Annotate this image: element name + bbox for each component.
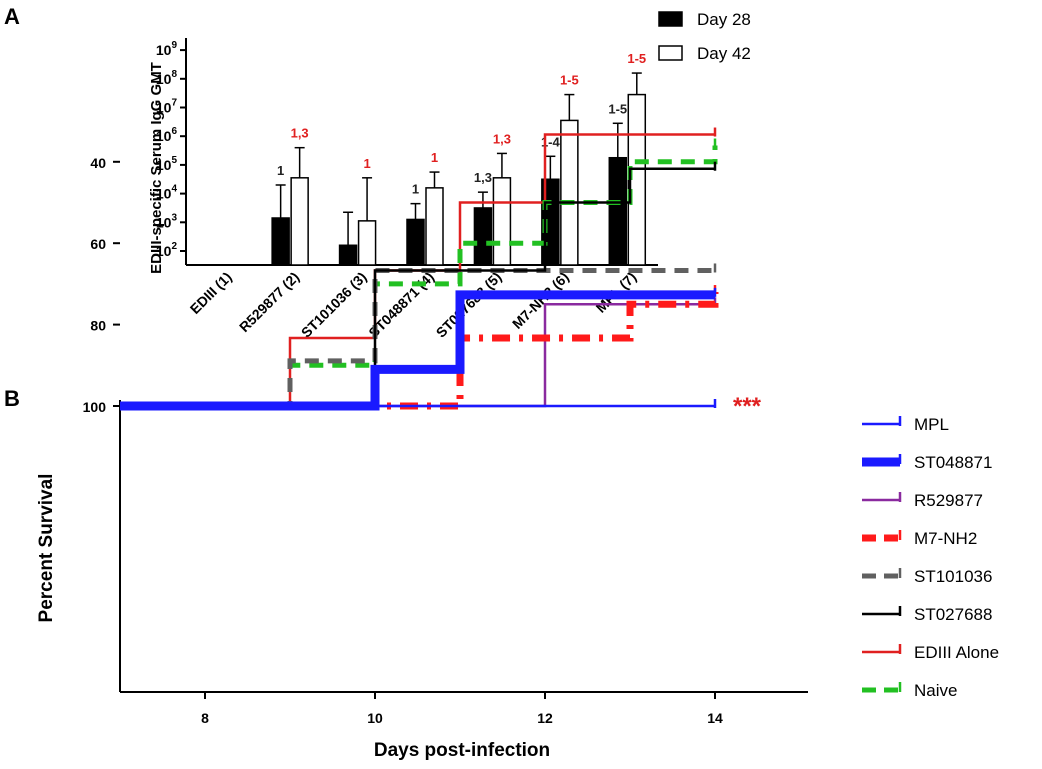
y-tick-exponent: 3 xyxy=(171,212,177,223)
bar-day-28 xyxy=(473,207,493,266)
y-tick-exponent: 4 xyxy=(171,184,177,195)
y-tick-label: 80 xyxy=(90,318,106,334)
y-tick-exponent: 6 xyxy=(171,126,177,137)
panel-a-legend: Day 28 Day 42 xyxy=(658,10,751,63)
y-tick-label: 60 xyxy=(90,236,106,252)
bar-day-28 xyxy=(608,156,628,266)
legend-label: MPL xyxy=(914,415,949,434)
bar-day-28 xyxy=(406,218,425,266)
category-label: ST027688 (5) xyxy=(433,269,505,341)
y-tick-exponent: 9 xyxy=(171,40,177,51)
y-tick-exponent: 5 xyxy=(171,155,177,166)
legend-label: Day 42 xyxy=(697,44,751,63)
significance-label: 1,3 xyxy=(474,170,492,185)
significance-label: 1-5 xyxy=(560,73,579,88)
curve-m7-nh2 xyxy=(120,292,719,410)
panel-b-survival-curves xyxy=(120,127,719,411)
significance-label: 1,3 xyxy=(493,131,511,146)
category-label: R529877 (2) xyxy=(236,269,302,335)
legend-label: EDIII Alone xyxy=(914,643,999,662)
bar-day-42 xyxy=(357,220,377,266)
significance-annotation: *** xyxy=(733,393,762,420)
category-label: ST101036 (3) xyxy=(298,269,370,341)
legend-label: R529877 xyxy=(914,491,983,510)
legend-label: ST048871 xyxy=(914,453,992,472)
legend-label: ST027688 xyxy=(914,605,992,624)
panel-b-axes xyxy=(119,400,808,693)
legend-swatch xyxy=(658,45,683,61)
legend-label: Naive xyxy=(914,681,957,700)
panel-b-legend: MPL ST048871 R529877 M7-NH2 ST101036 ST027688… xyxy=(862,415,999,700)
legend-label: Day 28 xyxy=(697,10,751,29)
bar-day-42 xyxy=(290,177,309,266)
legend-label: M7-NH2 xyxy=(914,529,977,548)
significance-label: 1,3 xyxy=(291,126,309,141)
panel-a-y-axis-label: EDIII-specific Serum IgG GMT xyxy=(148,62,165,274)
significance-label: 1 xyxy=(277,163,284,178)
category-label: M7-NH2 (6) xyxy=(509,269,572,332)
y-tick-exponent: 8 xyxy=(171,69,177,80)
significance-label: 1-5 xyxy=(627,51,646,66)
category-label: EDIII (1) xyxy=(187,269,235,317)
x-tick-label: 12 xyxy=(537,710,553,726)
x-tick-label: 10 xyxy=(367,710,383,726)
y-tick-label: 40 xyxy=(90,155,106,171)
x-tick-label: 14 xyxy=(707,710,723,726)
panel-b-y-axis-label: Percent Survival xyxy=(36,474,57,623)
legend-label: ST101036 xyxy=(914,567,992,586)
bar-day-42 xyxy=(425,187,444,266)
y-tick-exponent: 2 xyxy=(171,241,177,252)
panel-a-bars xyxy=(271,72,647,266)
curve-r529877 xyxy=(120,303,715,408)
significance-label: 1-5 xyxy=(608,101,627,116)
panel-a-letter: A xyxy=(4,4,20,29)
curve-st048871 xyxy=(120,290,715,411)
significance-label: 1 xyxy=(431,150,438,165)
bar-day-28 xyxy=(338,244,358,266)
bar-day-28 xyxy=(271,217,290,266)
bar-day-42 xyxy=(492,177,512,266)
significance-label: 1 xyxy=(363,156,370,171)
y-tick-label: 100 xyxy=(83,399,107,415)
panel-b-x-axis-label: Days post-infection xyxy=(374,740,550,761)
y-tick-exponent: 7 xyxy=(171,98,177,109)
panel-b-letter: B xyxy=(4,386,20,411)
x-tick-label: 8 xyxy=(201,710,209,726)
significance-label: 1 xyxy=(412,182,419,197)
y-tick-label: 109 xyxy=(156,40,178,58)
legend-swatch xyxy=(658,11,683,27)
bar-day-42 xyxy=(560,119,579,266)
